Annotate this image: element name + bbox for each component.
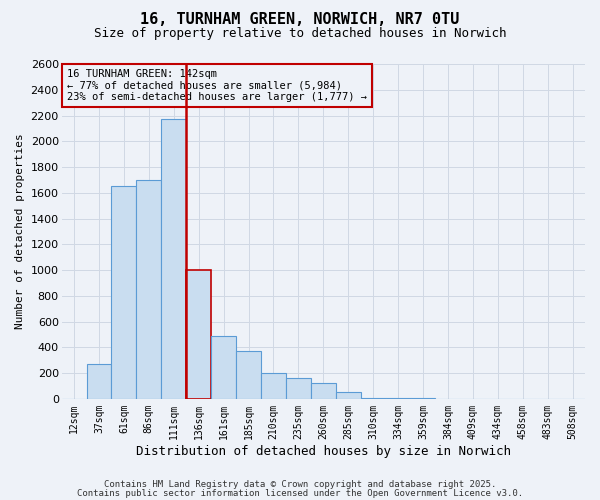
Text: 16, TURNHAM GREEN, NORWICH, NR7 0TU: 16, TURNHAM GREEN, NORWICH, NR7 0TU [140,12,460,28]
Bar [336,392,361,399]
Bar [136,180,161,399]
X-axis label: Distribution of detached houses by size in Norwich: Distribution of detached houses by size … [136,444,511,458]
Text: Contains HM Land Registry data © Crown copyright and database right 2025.: Contains HM Land Registry data © Crown c… [104,480,496,489]
Bar [161,118,186,399]
Bar [261,373,286,399]
Bar [311,384,336,399]
Bar [361,398,386,399]
Text: Contains public sector information licensed under the Open Government Licence v3: Contains public sector information licen… [77,488,523,498]
Bar [186,270,211,399]
Bar [86,364,112,399]
Bar [112,186,136,399]
Bar [211,336,236,399]
Text: 16 TURNHAM GREEN: 142sqm
← 77% of detached houses are smaller (5,984)
23% of sem: 16 TURNHAM GREEN: 142sqm ← 77% of detach… [67,69,367,102]
Bar [236,351,261,399]
Y-axis label: Number of detached properties: Number of detached properties [15,134,25,330]
Bar [386,398,410,399]
Text: Size of property relative to detached houses in Norwich: Size of property relative to detached ho… [94,28,506,40]
Bar [286,378,311,399]
Bar [410,398,436,399]
